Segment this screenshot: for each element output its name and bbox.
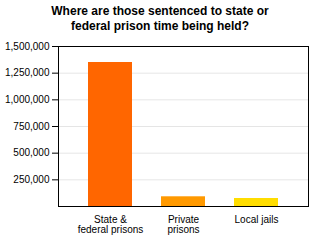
svg-text:1,000,000: 1,000,000 (5, 94, 50, 105)
svg-text:1,500,000: 1,500,000 (5, 41, 50, 52)
html-text:Where are those sentenced to s: Where are those sentenced to state or fe… (51, 4, 269, 33)
svg-text:Privateprisons: Privateprisons (167, 214, 199, 235)
svg-text:State &federal prisons: State &federal prisons (78, 214, 144, 235)
svg-text:250,000: 250,000 (13, 174, 50, 185)
svg-text:Local jails: Local jails (235, 214, 279, 225)
svg-text:500,000: 500,000 (13, 147, 50, 158)
svg-text:750,000: 750,000 (13, 121, 50, 132)
svg-text:1,250,000: 1,250,000 (5, 67, 50, 78)
